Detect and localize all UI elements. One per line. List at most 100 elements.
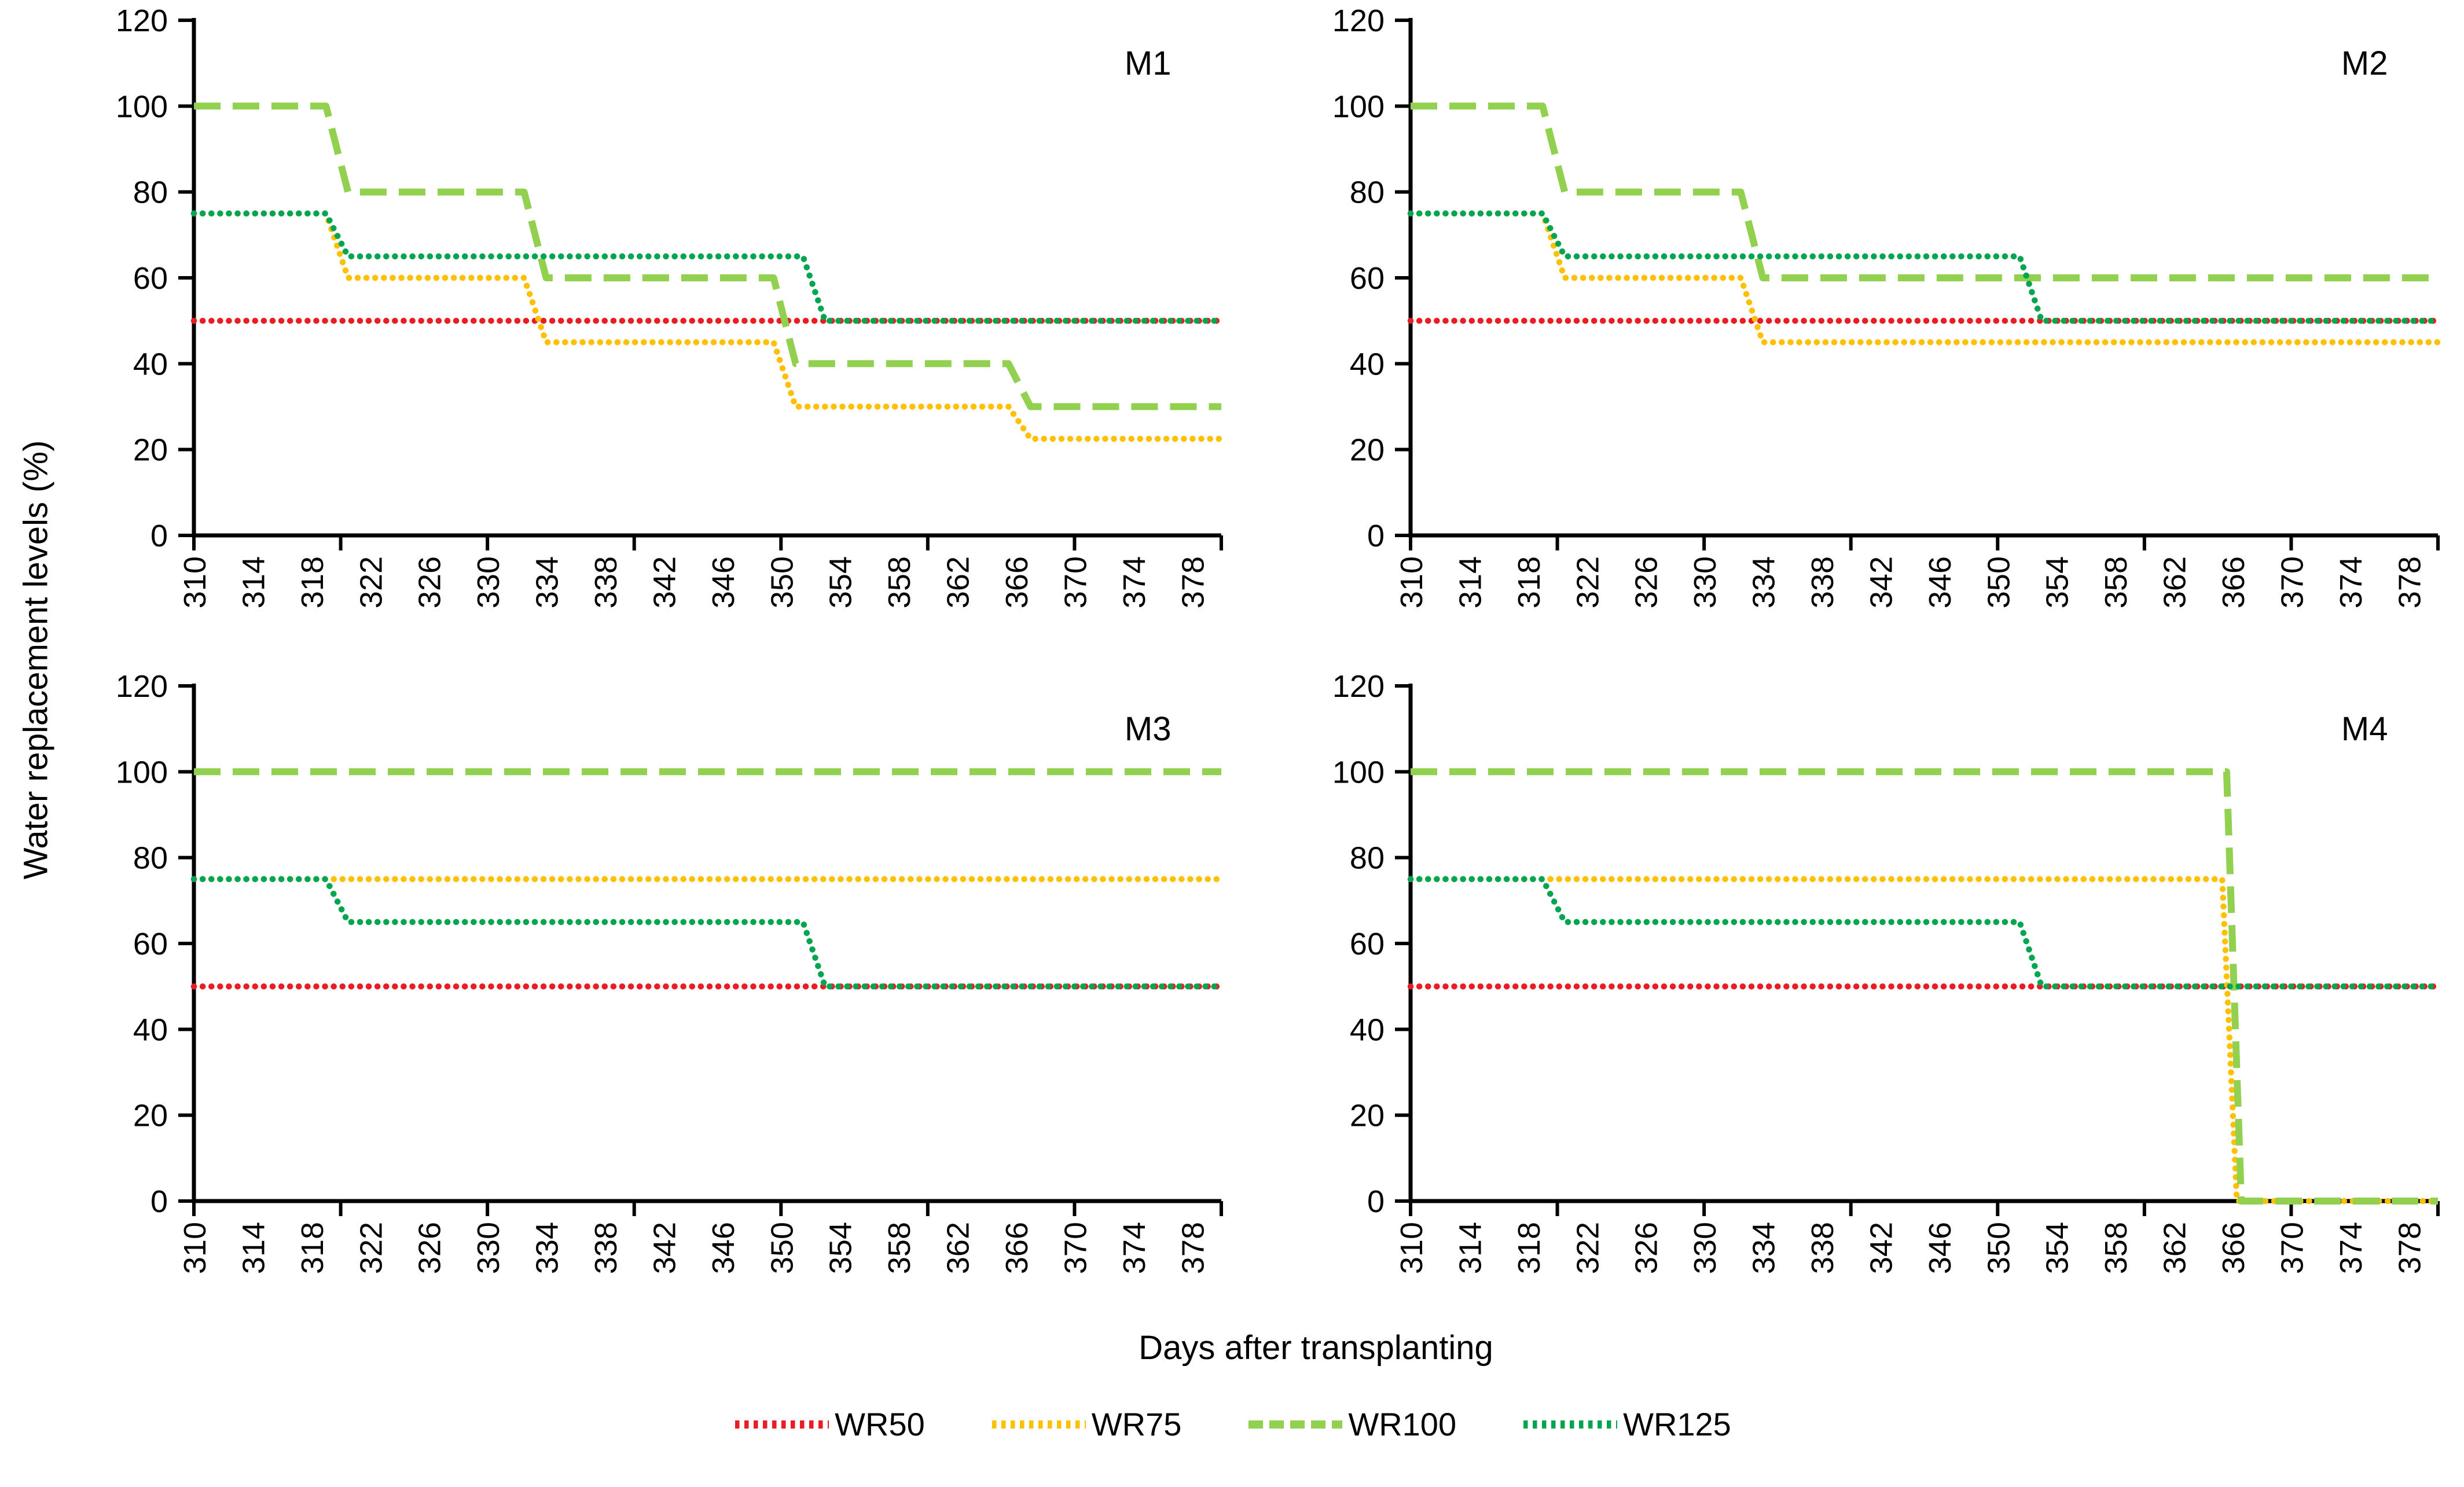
legend-sample-wr100 (1248, 1420, 1343, 1429)
series-WR100 (1411, 102, 2438, 281)
series-WR75 (1407, 210, 2441, 346)
x-tick-label: 334 (530, 556, 565, 608)
x-tick-label: 318 (1512, 556, 1547, 608)
series-WR125 (190, 210, 1225, 324)
x-tick-label: 346 (706, 1222, 741, 1274)
y-tick-label: 100 (1332, 89, 1385, 124)
x-tick-label: 362 (2158, 556, 2193, 608)
y-tick-label: 100 (1332, 755, 1385, 790)
x-tick-label: 346 (1923, 556, 1958, 608)
y-tick-label: 40 (1350, 347, 1385, 381)
y-tick-label: 100 (116, 89, 168, 124)
x-tick-label: 366 (1000, 1222, 1034, 1274)
series-WR75 (1407, 876, 2441, 1205)
x-tick-label: 358 (882, 1222, 917, 1274)
legend-item-wr100: WR100 (1246, 1405, 1456, 1443)
x-tick-label: 338 (1805, 1222, 1840, 1274)
x-tick-label: 322 (1570, 556, 1605, 608)
x-tick-label: 358 (2099, 1222, 2133, 1274)
x-tick-label: 338 (1805, 556, 1840, 608)
x-tick-label: 350 (765, 1222, 799, 1274)
series-WR100 (194, 102, 1221, 410)
x-tick-label: 310 (1394, 556, 1429, 608)
x-tick-label: 354 (2040, 1222, 2075, 1274)
chart-panel-m4: 0 20 40 60 80 100 120 310 314 318 322 326 330 334 338 3… (1286, 669, 2441, 1326)
x-tick-label: 378 (2392, 1222, 2427, 1274)
x-tick-label: 318 (295, 1222, 330, 1274)
y-tick-label: 60 (1350, 261, 1385, 296)
x-tick-label: 330 (1688, 1222, 1723, 1274)
chart-panel-m1: 0 20 40 60 80 100 120 310 314 318 322 326 330 334 338 3… (69, 3, 1225, 660)
y-tick-label: 40 (133, 1012, 168, 1047)
x-tick-label: 314 (236, 1222, 271, 1274)
y-tick-label: 0 (1367, 519, 1385, 553)
x-tick-label: 314 (1453, 1222, 1488, 1274)
series-WR125 (1407, 210, 2441, 324)
legend-sample-wr125 (1523, 1420, 1618, 1429)
x-tick-label: 354 (824, 1222, 858, 1274)
x-tick-label: 322 (1570, 1222, 1605, 1274)
x-tick-label: 370 (2275, 556, 2309, 608)
x-tick-label: 370 (1058, 1222, 1093, 1274)
x-tick-label: 342 (647, 556, 682, 608)
legend-label-wr50: WR50 (835, 1406, 925, 1442)
chart-svg-m1: 0 20 40 60 80 100 120 310 314 318 322 326 330 334 338 3… (116, 3, 1225, 608)
x-tick-label: 310 (178, 556, 212, 608)
x-tick-label: 314 (1453, 556, 1488, 608)
x-tick-label: 374 (1117, 1222, 1152, 1274)
y-tick-label: 80 (133, 175, 168, 210)
x-tick-label: 362 (941, 1222, 976, 1274)
chart-panel-m3: 0 20 40 60 80 100 120 310 314 318 322 326 330 334 338 3… (69, 669, 1225, 1326)
legend-item-wr75: WR75 (990, 1405, 1182, 1443)
panel-label: M2 (2341, 45, 2388, 82)
x-tick-label: 310 (1394, 1222, 1429, 1274)
x-tick-label: 322 (354, 556, 388, 608)
x-tick-label: 338 (589, 556, 623, 608)
x-tick-label: 370 (1058, 556, 1093, 608)
y-tick-label: 120 (116, 9, 168, 38)
chart-panel-m2: 0 20 40 60 80 100 120 310 314 318 322 326 330 334 338 3… (1286, 3, 2441, 660)
y-tick-label: 80 (1350, 841, 1385, 876)
panel-label: M4 (2341, 710, 2388, 748)
x-tick-label: 374 (2334, 1222, 2368, 1274)
x-tick-label: 350 (1981, 556, 2016, 608)
panel-label: M1 (1125, 45, 1172, 82)
y-tick-label: 60 (133, 927, 168, 961)
x-tick-label: 314 (236, 556, 271, 608)
x-tick-label: 342 (1864, 556, 1899, 608)
x-tick-label: 350 (1981, 1222, 2016, 1274)
x-tick-label: 330 (471, 556, 506, 608)
legend: WR50 WR75 WR100 WR125 (0, 1405, 2464, 1443)
y-tick-label: 80 (1350, 175, 1385, 210)
y-tick-label: 40 (133, 347, 168, 381)
x-tick-label: 378 (2392, 556, 2427, 608)
x-tick-label: 358 (882, 556, 917, 608)
x-tick-label: 346 (706, 556, 741, 608)
y-tick-label: 120 (1332, 9, 1385, 38)
legend-sample-wr75 (992, 1420, 1086, 1429)
y-tick-label: 120 (116, 674, 168, 704)
x-tick-label: 326 (1629, 1222, 1664, 1274)
y-tick-label: 20 (133, 433, 168, 468)
x-tick-label: 326 (413, 1222, 447, 1274)
y-tick-label: 0 (1367, 1184, 1385, 1219)
legend-label-wr125: WR125 (1623, 1406, 1731, 1442)
x-tick-label: 362 (941, 556, 976, 608)
panel-label: M3 (1125, 710, 1172, 748)
x-tick-label: 342 (1864, 1222, 1899, 1274)
y-axis-title: Water replacement levels (%) (17, 440, 55, 880)
x-tick-label: 334 (1747, 1222, 1782, 1274)
x-tick-label: 366 (2216, 556, 2251, 608)
legend-item-wr50: WR50 (733, 1405, 925, 1443)
series-WR75 (190, 210, 1225, 442)
y-tick-label: 20 (1350, 1099, 1385, 1133)
x-tick-label: 334 (530, 1222, 565, 1274)
x-tick-label: 338 (589, 1222, 623, 1274)
legend-label-wr75: WR75 (1091, 1406, 1182, 1442)
x-axis-title: Days after transplanting (1139, 1329, 1493, 1367)
x-tick-label: 330 (471, 1222, 506, 1274)
x-tick-label: 378 (1176, 1222, 1210, 1274)
x-tick-label: 330 (1688, 556, 1723, 608)
x-tick-label: 354 (2040, 556, 2075, 608)
x-tick-label: 346 (1923, 1222, 1958, 1274)
